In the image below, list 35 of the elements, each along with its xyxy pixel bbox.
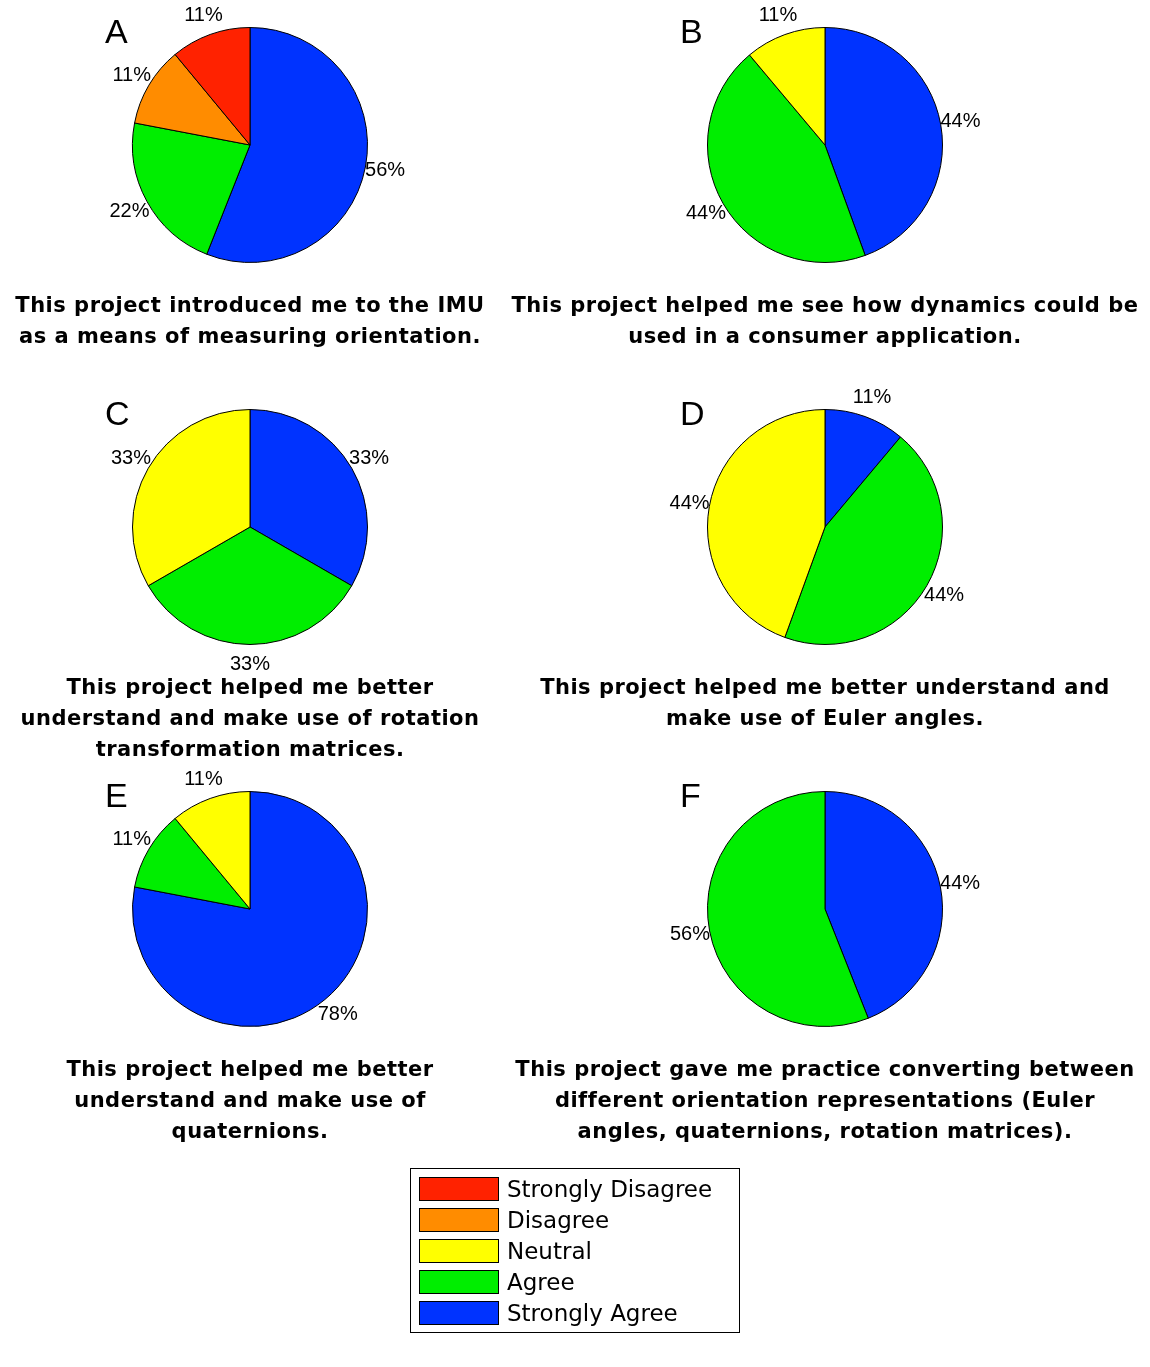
data-label: 11%	[112, 826, 152, 849]
data-label: 44%	[685, 201, 727, 224]
text: This project helped me better understand and make use of Euler angles.	[539, 674, 1111, 732]
data-label: 11%	[852, 385, 892, 408]
data-label: 11%	[112, 62, 152, 85]
data-label: 44%	[669, 490, 710, 513]
data-label: 33%	[110, 445, 152, 468]
legend-label: Disagree	[507, 1206, 610, 1233]
data-label: 56%	[669, 922, 711, 945]
text: This project gave me practice converting between different orientation representations (Euler angles, quaternions, rotation matrices).	[514, 1056, 1136, 1145]
text: This project helped me better understand and make use of rotation transformation matrices.	[20, 675, 480, 761]
text: This project helped me see how dynamics could be used in a consumer application.	[510, 292, 1140, 350]
data-label: 11%	[184, 3, 223, 26]
data-label: 78%	[317, 1002, 358, 1025]
legend-label: Strongly Agree	[507, 1299, 678, 1326]
legend-label: Neutral	[507, 1237, 592, 1264]
chart-title: C	[105, 394, 130, 433]
data-label: 33%	[349, 445, 390, 468]
data-label: 11%	[758, 3, 798, 26]
data-label: 22%	[109, 198, 150, 221]
chart-title: E	[105, 776, 128, 815]
legend-label: Strongly Disagree	[507, 1175, 713, 1202]
data-label: 56%	[365, 158, 406, 181]
chart-title: D	[680, 394, 705, 433]
data-label: 44%	[940, 870, 981, 893]
data-label: 44%	[940, 108, 981, 131]
data-label: 11%	[184, 767, 223, 790]
data-label: 33%	[229, 652, 271, 675]
data-label: 44%	[924, 583, 965, 606]
chart-title: F	[680, 776, 701, 815]
text: This project helped me better understand and make use of quaternions.	[65, 1056, 435, 1145]
text: This project introduced me to the IMU as a means of measuring orientation.	[14, 292, 486, 350]
chart-title: A	[105, 12, 128, 51]
chart-title: B	[680, 12, 703, 51]
legend-label: Agree	[507, 1268, 575, 1295]
